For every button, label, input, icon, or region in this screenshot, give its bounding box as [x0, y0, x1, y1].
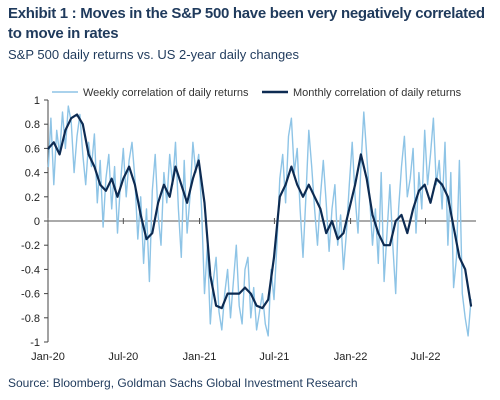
- y-tick-label: 0.6: [25, 143, 40, 155]
- series-line-monthly: [47, 113, 473, 310]
- y-tick-label: 0.2: [25, 192, 40, 204]
- chart-axes: 1 0.8 0.6 0.4 0.2 0 -0.2 -0.4 -0.6 -0.8 -1 Jan-20 Ju…: [21, 95, 476, 363]
- chart-series: [47, 105, 473, 337]
- y-tick-label: -0.6: [21, 289, 40, 301]
- chart-title: Exhibit 1 : Moves in the S&P 500 have be…: [8, 5, 485, 42]
- legend-item-weekly: Weekly correlation of daily returns: [52, 87, 249, 99]
- x-tick-label: Jan-21: [183, 351, 217, 363]
- chart-subtitle: S&P 500 daily returns vs. US 2-year dail…: [8, 47, 299, 62]
- y-tick-label: -0.4: [21, 264, 40, 276]
- source-note: Source: Bloomberg, Goldman Sachs Global …: [8, 376, 358, 390]
- x-tick-label: Jan-20: [31, 351, 65, 363]
- y-tick-label: 1: [34, 95, 40, 107]
- x-tick-label: Jul-22: [411, 351, 441, 363]
- y-tick-label: -1: [30, 337, 40, 349]
- y-tick-label: 0: [34, 216, 40, 228]
- series-line-weekly: [47, 105, 472, 337]
- y-tick-label: -0.8: [21, 313, 40, 325]
- x-tick-label: Jul-20: [108, 351, 138, 363]
- legend-label: Weekly correlation of daily returns: [83, 87, 249, 99]
- y-tick-label: -0.2: [21, 240, 40, 252]
- chart-legend: Weekly correlation of daily returns Month…: [52, 87, 462, 99]
- y-tick-label: 0.4: [25, 168, 40, 180]
- legend-label: Monthly correlation of daily returns: [293, 87, 462, 99]
- legend-item-monthly: Monthly correlation of daily returns: [262, 87, 462, 99]
- x-tick-label: Jan-22: [334, 351, 368, 363]
- y-tick-label: 0.8: [25, 119, 40, 131]
- x-tick-label: Jul-21: [259, 351, 289, 363]
